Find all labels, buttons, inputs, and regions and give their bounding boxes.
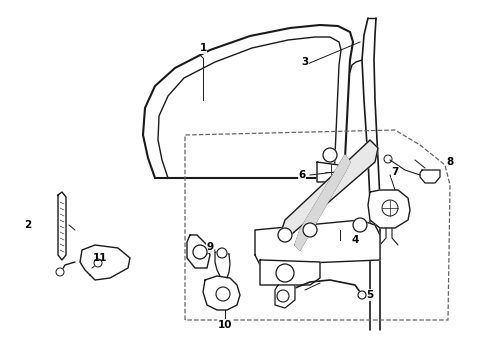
Text: 3: 3	[301, 57, 309, 67]
Circle shape	[278, 228, 292, 242]
Polygon shape	[317, 162, 353, 182]
Text: 9: 9	[206, 242, 214, 252]
Circle shape	[277, 290, 289, 302]
Circle shape	[94, 259, 102, 267]
Polygon shape	[260, 260, 320, 285]
Circle shape	[216, 287, 230, 301]
Text: 1: 1	[199, 43, 207, 53]
Circle shape	[303, 223, 317, 237]
Circle shape	[358, 291, 366, 299]
Circle shape	[217, 248, 227, 258]
Text: 10: 10	[218, 320, 232, 330]
Polygon shape	[420, 170, 440, 183]
Polygon shape	[187, 235, 210, 268]
Text: 8: 8	[446, 157, 454, 167]
Polygon shape	[80, 245, 130, 280]
Polygon shape	[295, 155, 350, 250]
Circle shape	[353, 218, 367, 232]
Text: 5: 5	[367, 290, 374, 300]
Polygon shape	[203, 276, 240, 310]
Polygon shape	[275, 285, 295, 308]
Circle shape	[193, 245, 207, 259]
Text: 7: 7	[392, 167, 399, 177]
Text: 6: 6	[298, 170, 306, 180]
Text: 11: 11	[93, 253, 107, 263]
Circle shape	[323, 148, 337, 162]
Text: 4: 4	[351, 235, 359, 245]
Circle shape	[276, 264, 294, 282]
Text: 2: 2	[24, 220, 32, 230]
Polygon shape	[280, 140, 378, 240]
Circle shape	[56, 268, 64, 276]
Polygon shape	[368, 190, 410, 228]
Polygon shape	[255, 220, 380, 265]
